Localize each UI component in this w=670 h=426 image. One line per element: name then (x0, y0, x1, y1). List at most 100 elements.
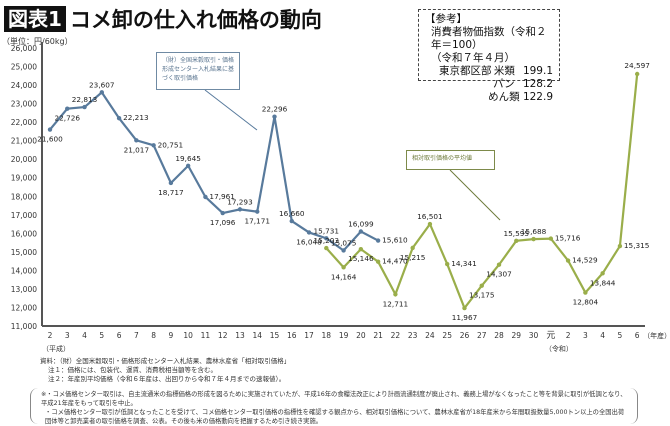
data-label: 13,175 (469, 291, 495, 300)
y-tick-label: 22,000 (11, 118, 37, 127)
y-tick-label: 23,000 (11, 100, 37, 109)
relative-series-line (325, 73, 639, 311)
data-label: 24,597 (624, 61, 650, 70)
center-data-point (65, 106, 70, 111)
data-label: 15,075 (331, 238, 357, 247)
y-tick-label: 19,000 (11, 174, 37, 183)
y-tick-label: 17,000 (11, 211, 37, 220)
x-tick-label: 22 (391, 331, 401, 340)
data-label: 15,146 (348, 254, 374, 263)
center-data-point (358, 229, 364, 234)
data-label: 11,967 (452, 313, 478, 322)
center-data-point (220, 210, 225, 216)
relative-data-point (358, 246, 364, 252)
ref-item-value: 122.9 (522, 91, 553, 103)
data-label: 22,213 (123, 113, 149, 122)
data-label: 20,751 (158, 140, 184, 149)
data-label: 15,595 (504, 229, 530, 238)
x-tick-label: 13 (235, 331, 245, 340)
data-label: 15,215 (400, 253, 426, 262)
center-data-point (272, 114, 277, 119)
x-tick-label: 29 (512, 331, 522, 340)
reference-line1: 消費者物価指数（令和２年＝100） (431, 26, 547, 51)
data-label: 15,315 (624, 241, 650, 250)
reference-heading: 【参考】 (425, 13, 467, 25)
ref-item-name: 米類 (493, 65, 515, 77)
data-label: 15,610 (382, 236, 408, 245)
x-tick-label: 28 (494, 331, 504, 340)
y-tick-label: 21,000 (11, 137, 37, 146)
x-tick-label: 20 (356, 331, 366, 340)
data-label: 22,296 (262, 105, 288, 114)
remark-2: ・コメ価格センター取引が低調となったことを受けて、コメ価格センター取引価格の指標… (45, 409, 625, 425)
x-tick-label: 25 (442, 331, 452, 340)
center-data-point (255, 209, 260, 214)
x-tick-label: 2 (566, 331, 571, 340)
center-data-point (375, 238, 381, 243)
relative-data-point (583, 290, 588, 295)
y-tick-label: 24,000 (11, 81, 37, 90)
remark-1: ※・コメ価格センター取引は、自主流通米の指標価格の形成を図るために実施されていた… (41, 391, 627, 407)
x-tick-label: 3 (583, 331, 588, 340)
relative-data-point (479, 283, 484, 288)
relative-data-point (393, 292, 398, 297)
x-tick-label: 元 (546, 331, 555, 341)
x-tick-label: 17 (304, 331, 314, 340)
x-tick-label: 11 (201, 331, 211, 340)
figure-title: 図表1 コメ卸の仕入れ価格の動向 (4, 4, 322, 34)
relative-data-point (496, 262, 502, 267)
center-data-point (47, 127, 53, 132)
reference-box: 【参考】 消費者物価指数（令和２年＝100） （令和７年４月） 東京都区部 米類 1… (418, 9, 560, 103)
x-axis-unit: （年産） (643, 331, 670, 340)
ref-item-value: 199.1 (522, 65, 553, 77)
center-data-point (82, 104, 87, 110)
relative-data-point (617, 243, 623, 249)
x-tick-label: 6 (117, 331, 122, 340)
x-tick-label: 3 (65, 331, 70, 340)
center-data-point (203, 194, 208, 200)
data-label: 21,017 (124, 145, 150, 154)
x-tick-label: 5 (618, 331, 623, 340)
x-tick-label: 26 (460, 331, 470, 340)
data-label: 14,470 (382, 257, 408, 266)
relative-data-point (565, 258, 571, 263)
relative-data-point (634, 71, 640, 77)
remarks-box: ※・コメ価格センター取引は、自主流通米の指標価格の形成を図るために実施されていた… (30, 388, 638, 425)
unit-label: （単位：円/60kg） (2, 37, 73, 46)
data-label: 12,804 (573, 298, 599, 307)
reference-line2: （令和７年４月） (431, 52, 515, 64)
x-tick-label: 19 (339, 331, 349, 340)
x-tick-label: 4 (82, 331, 87, 340)
data-label: 13,844 (590, 278, 616, 287)
x-tick-label: 15 (270, 331, 280, 340)
y-tick-label: 13,000 (11, 285, 37, 294)
data-label: 17,961 (209, 192, 235, 201)
data-label: 17,096 (210, 218, 236, 227)
reference-region: 東京都区部 (439, 65, 492, 77)
era-label-heisei: （平成） (42, 344, 70, 353)
figure-badge: 図表1 (4, 6, 66, 32)
x-tick-label: 12 (218, 331, 228, 340)
data-label: 17,171 (244, 217, 270, 226)
data-label: 14,529 (572, 256, 598, 265)
data-label: 19,645 (175, 154, 201, 163)
center-data-point (289, 218, 294, 224)
data-label: 14,341 (451, 259, 477, 268)
relative-data-point (462, 305, 467, 311)
relative-data-point (375, 259, 381, 264)
center-data-point (168, 180, 174, 186)
data-label: 16,048 (296, 237, 322, 246)
y-tick-label: 14,000 (11, 266, 37, 275)
ref-item-name: めん類 (488, 91, 520, 103)
data-label: 16,099 (348, 219, 374, 228)
y-tick-label: 16,000 (11, 229, 37, 238)
x-tick-label: 6 (635, 331, 640, 340)
center-data-point (134, 138, 139, 143)
x-tick-label: 21 (373, 331, 383, 340)
center-data-point (185, 163, 191, 168)
footnotes: 資料：（財）全国米穀取引・価格形成センター入札結果、農林水産省「相対取引価格」 … (40, 357, 290, 384)
relative-data-point (324, 245, 329, 251)
ref-item-name: パン (493, 78, 515, 90)
data-label: 15,688 (521, 227, 547, 236)
